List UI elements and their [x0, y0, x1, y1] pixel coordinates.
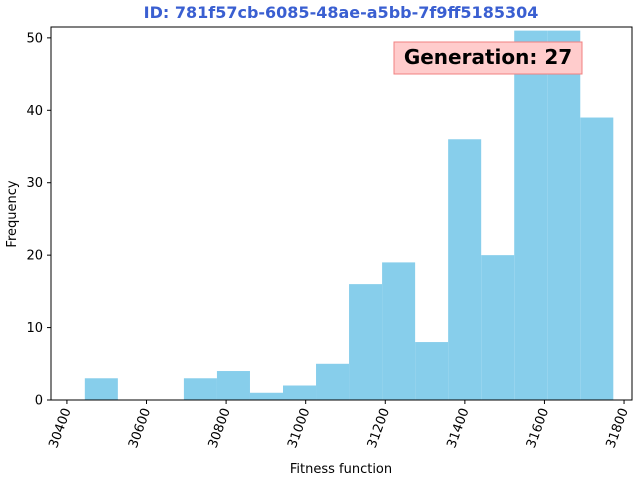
histogram-bar: [84, 378, 118, 400]
chart-title: ID: 781f57cb-6085-48ae-a5bb-7f9ff5185304: [144, 3, 539, 22]
y-axis-label: Frequency: [5, 180, 20, 247]
y-tick-label: 40: [26, 104, 43, 119]
histogram-bar: [580, 117, 614, 400]
histogram-bar: [183, 378, 217, 400]
histogram-bar: [382, 262, 416, 400]
x-tick-label: 31200: [365, 406, 393, 450]
y-tick-label: 20: [26, 249, 43, 264]
y-tick-label: 10: [26, 321, 43, 336]
histogram-bar: [481, 255, 515, 400]
y-tick-label: 50: [26, 31, 43, 46]
generation-annotation: Generation: 27: [393, 41, 583, 75]
histogram-bar: [547, 30, 581, 401]
x-tick-label: 31400: [444, 406, 472, 450]
x-tick-label: 30800: [206, 406, 234, 450]
histogram-bar: [415, 342, 449, 400]
histogram-bar: [316, 363, 350, 400]
generation-annotation-box: [393, 41, 583, 75]
bars-group: [84, 30, 614, 401]
x-tick-label: 31800: [604, 406, 632, 450]
plot-area-frame: [50, 26, 633, 401]
histogram-bar: [448, 139, 482, 400]
x-axis-label: Fitness function: [290, 462, 392, 477]
y-tick-label: 0: [35, 394, 43, 409]
histogram-bar: [249, 392, 283, 400]
y-tick-label: 30: [26, 176, 43, 191]
x-tick-label: 30600: [126, 406, 154, 450]
histogram-bar: [283, 385, 317, 400]
x-axis-ticks: 30400 30600 30800 31000 31200 31400 31600 31800: [46, 400, 632, 450]
x-tick-label: 31000: [285, 406, 313, 450]
histogram-bar: [349, 284, 383, 400]
y-axis-ticks: 0 10 20 30 40 50: [26, 31, 51, 409]
x-tick-label: 31600: [524, 406, 552, 450]
histogram-bar: [514, 30, 548, 401]
generation-annotation-label: Generation: 27: [404, 45, 572, 69]
x-tick-label: 30400: [46, 406, 74, 450]
histogram-bar: [216, 371, 250, 400]
